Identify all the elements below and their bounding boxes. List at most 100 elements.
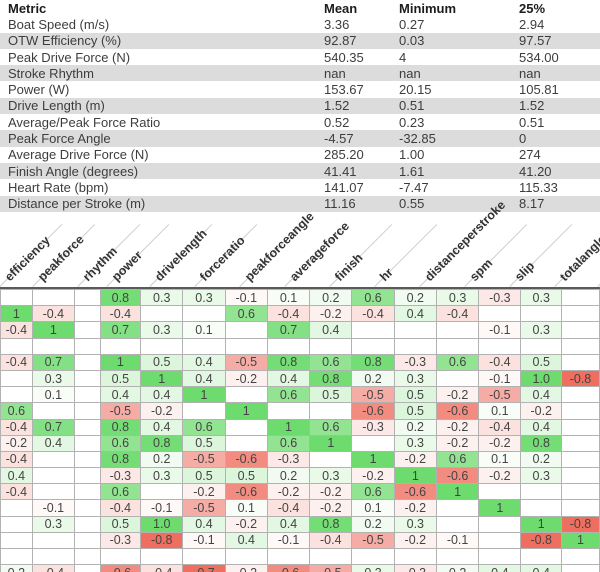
corr-cell: -0.2 (520, 402, 562, 420)
corr-row: 0.2-0.4-0.6-0.4-0.7-0.2-0.6-0.50.3-0.30.… (0, 564, 600, 572)
corr-cell: 0.8 (99, 450, 142, 469)
corr-cell (435, 547, 480, 566)
corr-cell (561, 305, 600, 323)
corr-cell (435, 515, 480, 533)
corr-cell: -0.3 (351, 418, 395, 436)
corr-cell: 0.5 (309, 386, 353, 404)
corr-cell: -0.1 (435, 531, 480, 550)
corr-cell: 0.1 (351, 499, 395, 517)
summary-row: Average/Peak Force Ratio 0.52 0.23 0.51 (0, 114, 600, 130)
corr-cell: -0.2 (140, 402, 184, 420)
corr-cell: 0.3 (309, 467, 353, 485)
corr-cell: 0.5 (182, 434, 226, 452)
corr-cell (73, 483, 101, 501)
corr-cell: 0.5 (393, 402, 437, 420)
corr-cell (561, 547, 600, 566)
summary-row-cell: -7.47 (399, 179, 429, 195)
corr-cell: 0.5 (99, 369, 142, 388)
corr-cell: -0.4 (31, 305, 75, 323)
summary-row: Peak Drive Force (N) 540.35 4 534.00 (0, 49, 600, 65)
corr-cell: 0.8 (309, 515, 353, 533)
corr-cell: -0.2 (393, 499, 437, 517)
summary-row-cell: 4 (399, 49, 407, 65)
corr-cell: 0.4 (309, 321, 353, 339)
summary-row-cell: 11.16 (322, 195, 397, 212)
corr-cell (435, 369, 480, 388)
corr-cell: -0.8 (561, 515, 600, 533)
corr-cell (182, 305, 226, 323)
corr-cell: -0.1 (140, 499, 184, 517)
corr-cell: -0.1 (478, 321, 522, 339)
summary-row-cell: 153.67 (324, 82, 364, 98)
corr-cell: 1 (0, 305, 33, 323)
corr-cell: -0.3 (478, 289, 522, 307)
corr-cell: -0.1 (478, 369, 522, 388)
summary-row-cell: nan (397, 65, 517, 82)
corr-cell: -0.5 (182, 499, 226, 517)
corr-cell: 0.3 (140, 467, 184, 485)
corr-cell: 1 (99, 353, 142, 371)
corr-cell (73, 515, 101, 533)
corr-cell: 0.5 (520, 353, 562, 371)
corr-row: 0.3 0.5 1 0.4 -0.2 0.4 0.8 0.2 0.3 -0.1 1.0 -0.8 (0, 369, 600, 388)
corr-cell: -0.3 (99, 467, 142, 485)
summary-stats-table: Metric Mean Minimum 25% Boat Speed (m/s) 3.36… (0, 0, 600, 212)
corr-cell: 0.2 (393, 418, 437, 436)
corr-cell (0, 337, 33, 355)
corr-cell: 0.7 (99, 321, 142, 339)
corr-cell (140, 483, 184, 501)
summary-row-cell: 0.52 (324, 114, 350, 130)
corr-cell (561, 353, 600, 371)
corr-cell: 0.6 (224, 305, 268, 323)
corr-cell: -0.2 (309, 305, 353, 323)
corr-cell: 0.2 (0, 564, 33, 572)
corr-cell (73, 353, 101, 371)
corr-cell: 1.0 (140, 515, 184, 533)
summary-row-cell: 3.36 (324, 16, 350, 32)
corr-cell: 0.3 (435, 289, 480, 307)
summary-row-cell: Boat Speed (m/s) (8, 16, 110, 32)
corr-cell: 0.2 (520, 450, 562, 469)
corr-cell: -0.3 (393, 564, 437, 572)
summary-row-cell: 115.33 (519, 179, 558, 195)
corr-cell (0, 515, 33, 533)
corr-cell: -0.2 (435, 418, 480, 436)
corr-cell (561, 483, 600, 501)
corr-cell (561, 402, 600, 420)
corr-cell: -0.2 (224, 564, 268, 572)
summary-row-cell: 2.94 (519, 16, 545, 32)
corr-column-label: finish (332, 250, 366, 284)
summary-row-cell: 0.23 (399, 114, 425, 130)
summary-row-cell: 41.20 (517, 162, 600, 180)
corr-row: -0.4 0.8 0.2 -0.5 -0.6 -0.3 1 -0.2 0.6 0.1 0.2 (0, 450, 600, 469)
corr-cell: -0.6 (224, 450, 268, 469)
corr-cell: 0.3 (393, 434, 437, 452)
corr-cell: -0.5 (99, 402, 142, 420)
corr-cell: 0.4 (520, 418, 562, 436)
corr-cell: -0.2 (351, 467, 395, 485)
corr-cell: -0.4 (266, 305, 311, 323)
corr-cell: 0.6 (309, 353, 353, 371)
corr-cell (561, 564, 600, 572)
corr-cell: -0.6 (393, 483, 437, 501)
summary-row-cell: 8.17 (517, 195, 600, 212)
corr-cell: 0.7 (31, 418, 75, 436)
corr-cell: -0.4 (31, 564, 75, 572)
corr-cell: -0.6 (435, 402, 480, 420)
corr-column-label: totalangle (557, 232, 600, 284)
corr-cell (73, 418, 101, 436)
corr-cell: -0.5 (309, 564, 353, 572)
corr-cell (31, 531, 75, 550)
corr-row: -0.2 0.4 0.6 0.8 0.5 0.6 1 0.3 -0.2 -0.2 0.8 (0, 434, 600, 452)
corr-row: 0.3 0.5 1.0 0.4 -0.2 0.4 0.8 0.2 0.3 1 -0.8 (0, 515, 600, 533)
corr-cell: -0.4 (478, 418, 522, 436)
corr-cell (520, 499, 562, 517)
summary-row: Finish Angle (degrees) 41.41 1.61 41.20 (0, 162, 600, 180)
corr-cell (73, 369, 101, 388)
corr-cell (266, 402, 311, 420)
corr-cell (140, 305, 184, 323)
corr-cell: 0.4 (224, 531, 268, 550)
corr-cell: -0.5 (182, 450, 226, 469)
summary-row-cell: OTW Efficiency (%) (0, 32, 322, 49)
